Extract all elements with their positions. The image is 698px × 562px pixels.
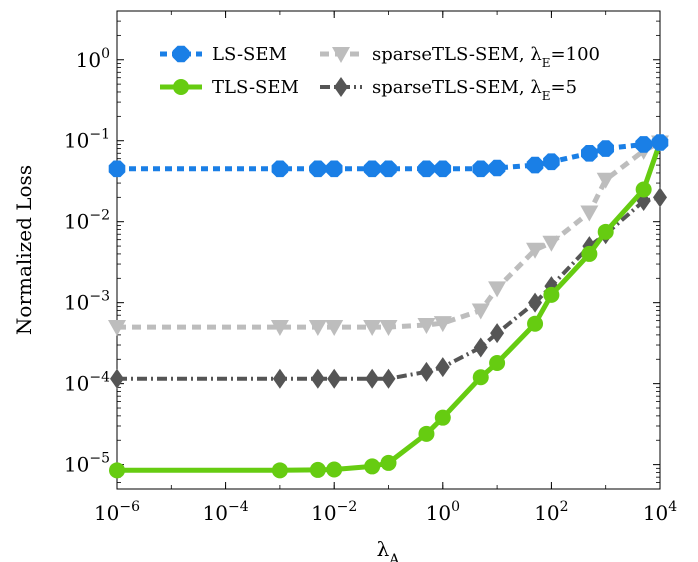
data-point	[435, 357, 450, 378]
data-point	[653, 187, 667, 208]
data-point	[325, 320, 344, 337]
legend-label: LS-SEM	[212, 44, 287, 65]
data-point	[309, 160, 327, 178]
data-point	[271, 160, 289, 178]
data-point	[419, 361, 434, 382]
data-point	[580, 205, 599, 222]
data-point	[581, 245, 598, 262]
data-point	[526, 156, 544, 174]
data-point	[473, 337, 488, 358]
data-point	[488, 159, 506, 177]
data-point	[489, 354, 506, 371]
data-point	[543, 153, 560, 171]
series-layer	[108, 134, 669, 479]
y-tick-label: 10−2	[64, 208, 110, 234]
legend-entry-ls-sem: LS-SEM	[160, 44, 287, 65]
y-tick-label: 100	[76, 46, 110, 72]
data-point	[270, 320, 289, 337]
legend-entry-sparsetls-sem-e-5: sparseTLS-SEM, λE=5	[320, 77, 577, 103]
data-point	[635, 181, 652, 198]
series-line	[117, 141, 663, 473]
data-point	[272, 368, 287, 389]
data-point	[325, 160, 343, 178]
x-tick-label: 102	[534, 499, 568, 525]
legend-label: sparseTLS-SEM, λE=5	[372, 77, 577, 103]
series-line	[117, 140, 662, 330]
data-point	[418, 425, 435, 442]
data-point	[597, 140, 614, 157]
data-point	[472, 369, 489, 386]
data-point	[327, 368, 342, 389]
y-tick-label: 10−5	[64, 451, 110, 477]
series-tls-sem	[109, 134, 668, 479]
x-tick-label: 104	[643, 499, 677, 525]
major-ticks	[116, 11, 661, 489]
data-point	[597, 223, 614, 240]
y-axis-title: Normalized Loss	[12, 165, 36, 335]
y-tick-label: 10−1	[64, 127, 110, 153]
data-point	[472, 160, 490, 178]
y-tick-label: 10−4	[64, 370, 110, 396]
data-point	[434, 160, 452, 178]
legend-marker	[172, 45, 190, 63]
data-point	[417, 318, 436, 335]
data-point	[528, 292, 543, 313]
x-tick-label: 10−6	[94, 499, 140, 525]
data-point	[542, 235, 561, 252]
data-point	[488, 281, 507, 298]
data-point	[110, 368, 124, 389]
data-point	[310, 368, 325, 389]
x-tick-labels: 10−6 10−4 10−2 100 102 104	[94, 499, 677, 525]
x-axis-title: λA	[377, 537, 401, 562]
series-sparsetls-sem-e-100	[108, 135, 669, 337]
legend: LS-SEM TLS-SEM sparseTLS-SEM, λE=100 sparse…	[160, 44, 600, 103]
data-point	[109, 462, 125, 479]
legend-marker	[173, 79, 189, 95]
data-point	[380, 160, 397, 178]
series-ls-sem	[108, 134, 669, 178]
legend-marker	[332, 47, 350, 63]
series-line	[117, 195, 661, 381]
data-point	[326, 461, 343, 478]
y-tick-label: 10−3	[64, 289, 110, 315]
legend-label: sparseTLS-SEM, λE=100	[372, 44, 600, 70]
data-point	[434, 409, 451, 426]
legend-marker	[334, 77, 348, 97]
legend-label: TLS-SEM	[212, 77, 299, 98]
data-point	[596, 172, 615, 189]
x-tick-label: 100	[426, 499, 460, 525]
x-tick-label: 10−2	[311, 499, 357, 525]
data-point	[309, 461, 326, 478]
data-point	[308, 320, 327, 337]
data-point	[543, 286, 560, 303]
data-point	[490, 323, 505, 344]
data-point	[418, 160, 435, 178]
data-point	[635, 136, 652, 153]
data-point	[108, 160, 126, 178]
data-point	[581, 145, 598, 162]
data-point	[365, 368, 380, 389]
data-point	[381, 368, 396, 389]
data-point	[433, 316, 452, 333]
legend-entry-tls-sem: TLS-SEM	[160, 77, 299, 98]
data-point	[379, 320, 398, 337]
data-point	[363, 160, 381, 178]
y-tick-labels: 10−5 10−4 10−3 10−2 10−1 100	[64, 46, 110, 477]
data-point	[651, 134, 669, 151]
data-point	[364, 458, 381, 475]
data-point	[471, 303, 490, 320]
plot-area	[108, 10, 669, 490]
data-point	[271, 462, 288, 479]
data-point	[526, 242, 545, 259]
data-point	[363, 320, 382, 337]
series-sparsetls-sem-e-5	[110, 187, 667, 389]
data-point	[527, 315, 544, 332]
data-point	[108, 320, 126, 337]
legend-entry-sparsetls-sem-e-100: sparseTLS-SEM, λE=100	[320, 44, 600, 70]
x-tick-label: 10−4	[203, 499, 249, 525]
data-point	[380, 454, 397, 471]
